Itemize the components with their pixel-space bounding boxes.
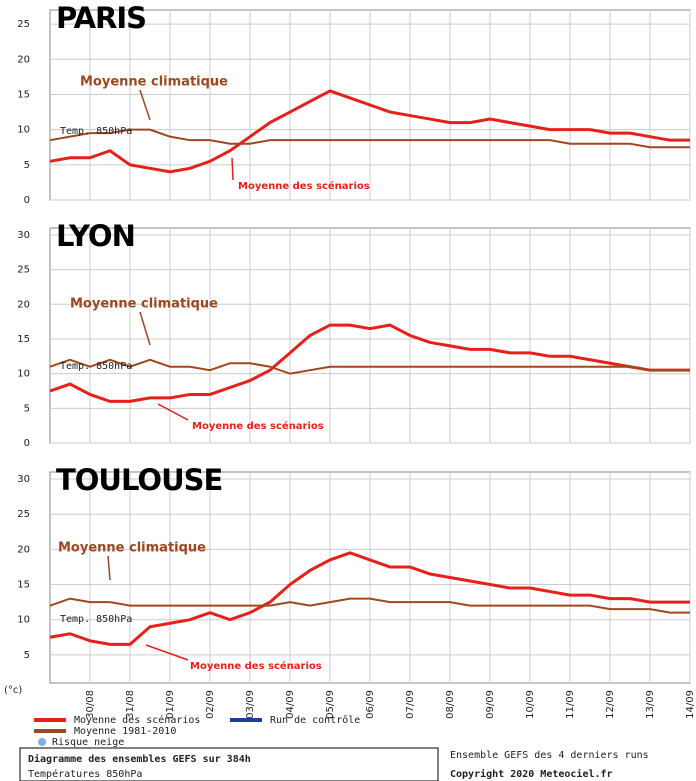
annotation: Moyenne des scénarios bbox=[238, 180, 370, 192]
legend-swatch bbox=[38, 738, 46, 746]
series-line bbox=[49, 128, 690, 149]
annotation: Moyenne climatique bbox=[80, 75, 228, 90]
x-tick-label: 08/09 bbox=[445, 690, 456, 719]
x-tick-label: 11/09 bbox=[565, 690, 576, 719]
y-tick-label: 15 bbox=[17, 89, 30, 100]
annotation: Moyenne des scénarios bbox=[190, 660, 322, 672]
y-tick-label: 5 bbox=[24, 403, 30, 414]
x-tick-label: 10/09 bbox=[525, 690, 536, 719]
y-tick-label: 25 bbox=[17, 265, 30, 276]
y-tick-label: 30 bbox=[17, 230, 30, 241]
legend-label: Run de contrôle bbox=[270, 714, 360, 726]
x-tick-label: 13/09 bbox=[645, 690, 656, 719]
annotation: Temp. 850hPa bbox=[60, 361, 132, 372]
x-tick-label: 04/09 bbox=[285, 690, 296, 719]
series-line bbox=[49, 358, 690, 375]
x-tick-label: 06/09 bbox=[365, 690, 376, 719]
y-tick-label: 10 bbox=[17, 369, 30, 380]
series-line bbox=[49, 597, 690, 614]
x-tick-label: 09/09 bbox=[485, 690, 496, 719]
x-tick-label: 03/09 bbox=[245, 690, 256, 719]
arrow bbox=[145, 644, 189, 661]
y-tick-label: 10 bbox=[17, 125, 30, 136]
y-tick-label: 10 bbox=[17, 615, 30, 626]
x-tick-label: 02/09 bbox=[205, 690, 216, 719]
annotation: Temp. 850hPa bbox=[60, 126, 132, 137]
y-tick-label: 20 bbox=[17, 544, 30, 555]
x-tick-label: 12/09 bbox=[605, 690, 616, 719]
y-tick-label: 15 bbox=[17, 580, 30, 591]
series-line bbox=[49, 551, 690, 646]
y-tick-label: 20 bbox=[17, 299, 30, 310]
x-tick-label: 30/08 bbox=[85, 690, 96, 719]
y-tick-label: 0 bbox=[24, 195, 30, 206]
y-tick-label: 0 bbox=[24, 438, 30, 449]
x-tick-label: 05/09 bbox=[325, 690, 336, 719]
arrow bbox=[139, 311, 151, 346]
arrow bbox=[231, 157, 234, 181]
legend-label: Moyenne 1981-2010 bbox=[74, 726, 176, 737]
arrow bbox=[139, 89, 151, 121]
arrow bbox=[107, 555, 111, 581]
x-tick-label: 07/09 bbox=[405, 690, 416, 719]
y-unit: (°c) bbox=[4, 685, 22, 696]
footer-subtitle: Températures 850hPa bbox=[28, 768, 142, 780]
y-tick-label: 5 bbox=[24, 650, 30, 661]
arrow bbox=[157, 403, 189, 421]
series-line bbox=[49, 323, 690, 403]
footer-note: Ensemble GEFS des 4 derniers runs bbox=[450, 750, 649, 761]
panel-title: LYON bbox=[56, 219, 135, 253]
x-tick-label: 01/09 bbox=[165, 690, 176, 719]
x-tick-label: 31/08 bbox=[125, 690, 136, 719]
legend-label: Risque neige bbox=[52, 737, 124, 748]
footer-box bbox=[19, 747, 439, 781]
panel-title: TOULOUSE bbox=[56, 463, 222, 497]
annotation: Moyenne climatique bbox=[58, 541, 206, 556]
annotation: Temp. 850hPa bbox=[60, 614, 132, 625]
footer-copyright: Copyright 2020 Meteociel.fr bbox=[450, 768, 613, 780]
footer-title: Diagramme des ensembles GEFS sur 384h bbox=[28, 753, 251, 765]
y-tick-label: 30 bbox=[17, 474, 30, 485]
series-line bbox=[49, 89, 690, 174]
y-tick-label: 25 bbox=[17, 509, 30, 520]
annotation: Moyenne climatique bbox=[70, 297, 218, 312]
y-tick-label: 25 bbox=[17, 19, 30, 30]
panel-title: PARIS bbox=[56, 1, 146, 35]
y-tick-label: 20 bbox=[17, 54, 30, 65]
annotation: Moyenne des scénarios bbox=[192, 420, 324, 432]
legend-label: Moyenne des scénarios bbox=[74, 714, 200, 726]
y-tick-label: 15 bbox=[17, 334, 30, 345]
x-tick-label: 14/09 bbox=[685, 690, 696, 719]
y-tick-label: 5 bbox=[24, 160, 30, 171]
